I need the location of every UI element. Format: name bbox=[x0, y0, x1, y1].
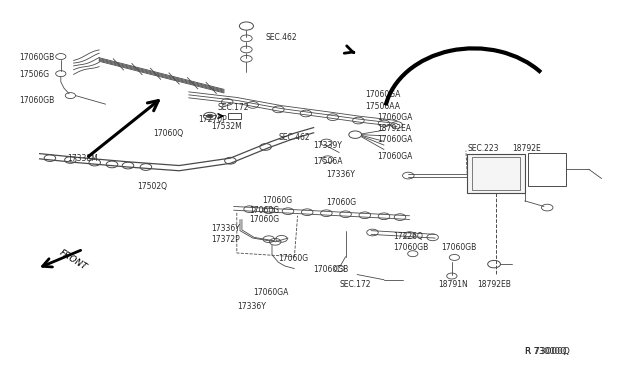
Text: 17339Y: 17339Y bbox=[314, 141, 342, 150]
Text: SEC.462: SEC.462 bbox=[266, 33, 297, 42]
Text: 17226Q: 17226Q bbox=[394, 232, 424, 241]
Text: FRONT: FRONT bbox=[58, 248, 88, 272]
Text: 17372P: 17372P bbox=[211, 235, 240, 244]
Text: 17060G: 17060G bbox=[250, 206, 280, 215]
Text: 17060GB: 17060GB bbox=[314, 265, 349, 274]
Circle shape bbox=[207, 114, 213, 118]
Text: 17336Y: 17336Y bbox=[237, 302, 266, 311]
Text: 17502Q: 17502Q bbox=[138, 182, 168, 190]
Text: 17506A: 17506A bbox=[314, 157, 343, 166]
Text: 17060G: 17060G bbox=[326, 198, 356, 207]
Text: 17270P: 17270P bbox=[198, 115, 227, 124]
Text: 17506G: 17506G bbox=[19, 70, 49, 79]
Text: 18792E: 18792E bbox=[512, 144, 541, 153]
Text: 17060GA: 17060GA bbox=[365, 90, 400, 99]
Text: SEC.172: SEC.172 bbox=[339, 280, 371, 289]
Text: 17336Y: 17336Y bbox=[211, 224, 240, 233]
Text: R 73000Q: R 73000Q bbox=[525, 347, 566, 356]
Text: 17060Q: 17060Q bbox=[154, 129, 184, 138]
Text: 17336Y: 17336Y bbox=[326, 170, 355, 179]
Text: SEC.462: SEC.462 bbox=[278, 133, 310, 142]
Text: 17060GB: 17060GB bbox=[394, 243, 429, 252]
Bar bbox=[228, 113, 241, 119]
Text: 17060G: 17060G bbox=[250, 215, 280, 224]
Text: 17060G: 17060G bbox=[278, 254, 308, 263]
Text: 17060GA: 17060GA bbox=[378, 135, 413, 144]
Text: SEC.223: SEC.223 bbox=[467, 144, 499, 153]
Text: 18792EA: 18792EA bbox=[378, 124, 412, 133]
Text: 17060GB: 17060GB bbox=[19, 53, 54, 62]
Text: 17338M: 17338M bbox=[67, 154, 98, 163]
Bar bbox=[528, 153, 566, 186]
Text: 17060GA: 17060GA bbox=[253, 288, 288, 296]
Text: 17060G: 17060G bbox=[262, 196, 292, 205]
Text: 18791N: 18791N bbox=[438, 280, 468, 289]
Text: 17506AA: 17506AA bbox=[365, 102, 400, 110]
Text: 18792EB: 18792EB bbox=[477, 280, 511, 289]
Text: 17532M: 17532M bbox=[211, 122, 242, 131]
Text: SEC.172: SEC.172 bbox=[218, 103, 249, 112]
Text: 17060GA: 17060GA bbox=[378, 113, 413, 122]
Bar bbox=[467, 154, 525, 193]
Bar bbox=[472, 157, 520, 190]
Text: 17060GB: 17060GB bbox=[19, 96, 54, 105]
Text: R 73000Q: R 73000Q bbox=[525, 347, 570, 356]
Text: 17060GB: 17060GB bbox=[442, 243, 477, 252]
Text: 17060GA: 17060GA bbox=[378, 152, 413, 161]
